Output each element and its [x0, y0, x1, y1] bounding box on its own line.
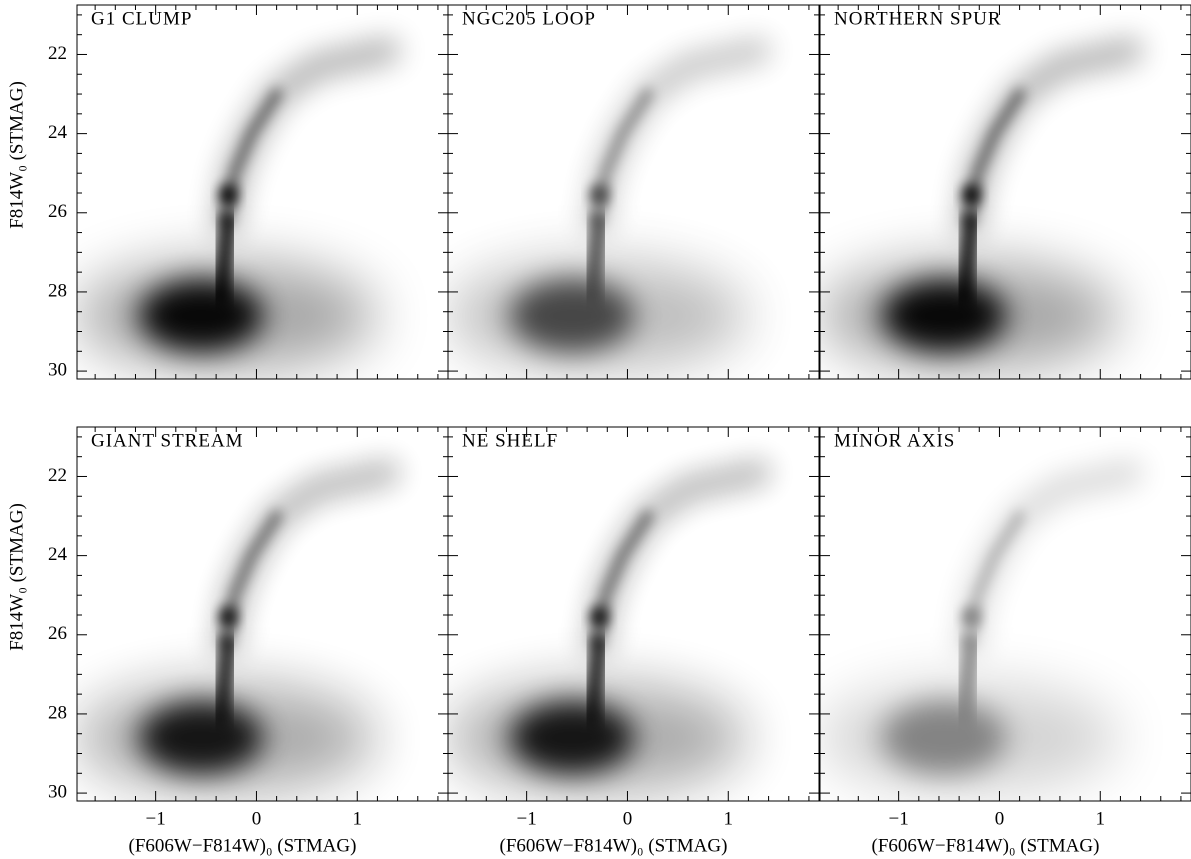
- panel-frame: [447, 426, 820, 802]
- panel: 22 24 26 28 30 G1 CLUMP F814W₀ (STMAG): [6, 4, 449, 380]
- panel-frame: [819, 4, 1191, 380]
- x-tick-label: 1: [724, 808, 734, 829]
- panel-frame: [447, 4, 820, 380]
- y-axis-label: F814W₀ (STMAG): [6, 503, 27, 651]
- density-ms: [882, 701, 1007, 774]
- x-tick-label: 1: [353, 808, 363, 829]
- density-clump: [219, 183, 238, 206]
- y-tick-label: 24: [48, 544, 68, 565]
- density-clump: [590, 605, 609, 628]
- y-tick-label: 22: [48, 43, 67, 64]
- x-tick-label: 0: [252, 808, 262, 829]
- y-axis-label: F814W₀ (STMAG): [6, 81, 27, 229]
- density: [820, 37, 1144, 371]
- panel-title: NE SHELF: [462, 430, 558, 451]
- y-tick-label: 26: [48, 201, 67, 222]
- density-clump: [962, 183, 981, 206]
- panel-title: NGC205 LOOP: [462, 8, 596, 29]
- density-ms: [510, 701, 635, 774]
- x-tick-label: 0: [995, 808, 1005, 829]
- panel-title: NORTHERN SPUR: [834, 8, 1002, 29]
- density-ms: [139, 701, 264, 774]
- y-tick-label: 22: [48, 465, 67, 486]
- y-tick-label: 26: [48, 623, 67, 644]
- y-tick-label: 28: [48, 702, 67, 723]
- x-tick-label: −1: [889, 808, 909, 829]
- x-axis-label: (F606W−F814W)₀ (STMAG): [129, 835, 357, 856]
- density: [448, 459, 772, 793]
- density-ms: [510, 279, 635, 352]
- density: [448, 37, 772, 371]
- density-ms: [139, 279, 264, 352]
- density-ms: [882, 279, 1007, 352]
- panel: NGC205 LOOP: [447, 4, 820, 380]
- x-tick-label: −1: [146, 808, 166, 829]
- y-tick-label: 30: [48, 359, 67, 380]
- y-tick-label: 30: [48, 781, 67, 802]
- density: [77, 459, 401, 793]
- y-tick-label: 28: [48, 280, 67, 301]
- panel: NORTHERN SPUR: [819, 4, 1191, 380]
- density-clump: [590, 183, 609, 206]
- panel: −1 0 1 MINOR AXIS (F606W−F814W)₀ (STMAG): [819, 426, 1191, 856]
- density: [77, 37, 401, 371]
- x-tick-label: 1: [1096, 808, 1106, 829]
- x-axis-label: (F606W−F814W)₀ (STMAG): [500, 835, 728, 856]
- density: [820, 459, 1144, 793]
- panel-title: MINOR AXIS: [834, 430, 955, 451]
- y-tick-label: 24: [48, 122, 68, 143]
- density-clump: [219, 605, 238, 628]
- panel-frame: [819, 426, 1191, 802]
- density-clump: [962, 605, 981, 628]
- panel-title: GIANT STREAM: [91, 430, 244, 451]
- panel: −1 0 1 22 24 26 28 30 GIANT STREAM (F606W−F814W)₀…: [6, 426, 449, 856]
- panel: −1 0 1 NE SHELF (F606W−F814W)₀ (STMAG): [447, 426, 820, 856]
- x-tick-label: 0: [623, 808, 633, 829]
- panel-title: G1 CLUMP: [91, 8, 192, 29]
- x-tick-label: −1: [517, 808, 537, 829]
- x-axis-label: (F606W−F814W)₀ (STMAG): [872, 835, 1100, 856]
